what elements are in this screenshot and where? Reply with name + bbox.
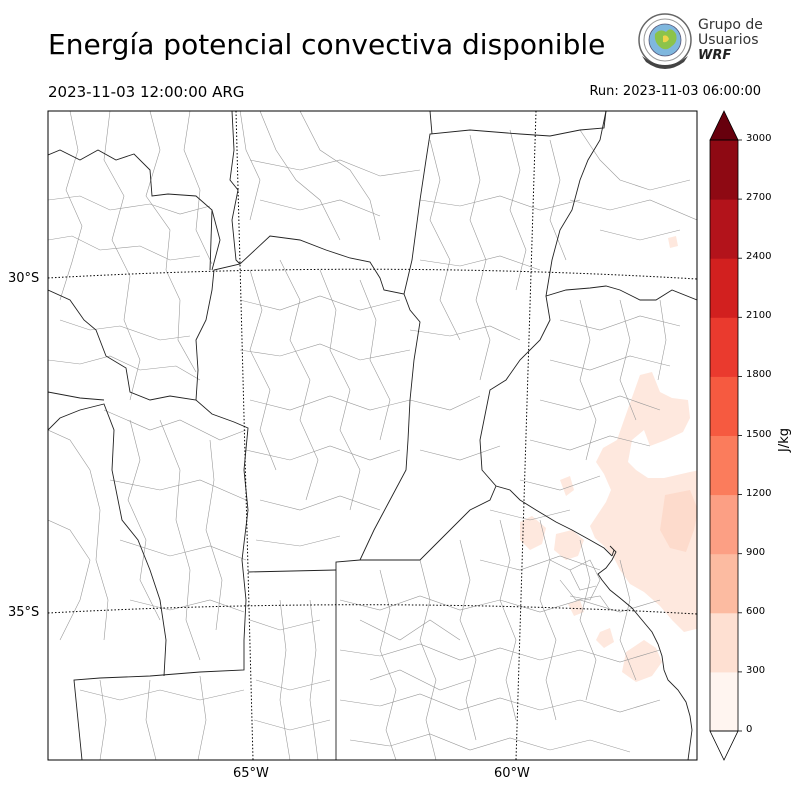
graticule xyxy=(48,111,697,760)
colorbar-tick-label: 0 xyxy=(746,724,753,735)
colorbar-segment xyxy=(710,612,738,673)
colorbar-segment xyxy=(710,376,738,436)
run-time: Run: 2023-11-03 06:00:00 xyxy=(589,84,761,99)
logo-line-2: Usuarios xyxy=(698,32,759,48)
colorbar-tick-label: 300 xyxy=(746,664,766,676)
cape-patch-7 xyxy=(568,600,584,616)
cape-patch-6 xyxy=(668,236,678,248)
cape-area-offshore xyxy=(660,490,697,552)
globe-seal-icon xyxy=(638,13,692,69)
colorbar-segment xyxy=(710,199,738,259)
colorbar-ticks xyxy=(738,139,742,732)
colorbar xyxy=(709,110,742,761)
colorbar-unit: J/kg xyxy=(777,428,792,452)
logo-text: Grupo de Usuarios WRF xyxy=(698,17,763,64)
map-frame xyxy=(47,110,698,761)
logo-line-1: Grupo de xyxy=(698,17,763,33)
lon-label-60w: 60°W xyxy=(494,766,530,781)
colorbar-extend-over xyxy=(709,110,739,141)
cape-patch-5 xyxy=(622,640,662,682)
logo-line-3: WRF xyxy=(698,48,732,63)
colorbar-tick-label: 3000 xyxy=(746,133,772,144)
colorbar-segment xyxy=(710,258,738,318)
colorbar-segment xyxy=(710,140,738,200)
parallel-30s xyxy=(48,268,697,280)
map-background xyxy=(48,111,697,760)
colorbar-segment xyxy=(710,317,738,377)
colorbar-segment xyxy=(710,553,738,614)
valid-time: 2023-11-03 12:00:00 ARG xyxy=(48,83,245,101)
province-boundaries xyxy=(48,111,697,760)
colorbar-extend-under xyxy=(709,730,739,761)
colorbar-segments xyxy=(710,140,738,732)
colorbar-tick-label: 900 xyxy=(746,546,766,558)
colorbar-tick-label: 2100 xyxy=(746,310,772,322)
colorbar-tick-label: 1800 xyxy=(746,369,772,381)
cape-field xyxy=(520,236,697,682)
colorbar-tick-label: 600 xyxy=(746,605,766,617)
colorbar-tick-label: 2400 xyxy=(746,251,772,263)
coastline xyxy=(597,545,693,760)
map-title: Energía potencial convectiva disponible xyxy=(48,28,606,61)
colorbar-segment xyxy=(710,494,738,555)
colorbar-tick-label: 1500 xyxy=(746,428,772,440)
colorbar-segment xyxy=(710,435,738,496)
cape-patch-1 xyxy=(520,516,546,550)
cape-patch-4 xyxy=(596,628,614,648)
colorbar-tick-label: 2700 xyxy=(746,192,772,204)
map-content xyxy=(48,111,697,760)
grupo-wrf-logo: Grupo de Usuarios WRF xyxy=(636,12,766,74)
colorbar-tick-label: 1200 xyxy=(746,487,772,499)
cape-patch-3 xyxy=(560,476,574,496)
colorbar-segment xyxy=(710,671,738,732)
cape-area-coast xyxy=(590,372,697,632)
lon-label-65w: 65°W xyxy=(233,766,269,781)
lat-label-35s: 35°S xyxy=(8,605,40,620)
lat-label-30s: 30°S xyxy=(8,271,40,286)
parallel-35s xyxy=(48,604,697,615)
department-boundaries xyxy=(48,111,697,760)
cape-patch-2 xyxy=(554,530,584,560)
